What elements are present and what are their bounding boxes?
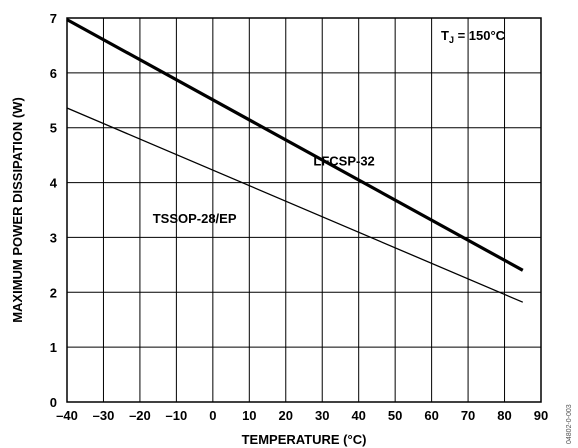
x-tick-label: 80 — [497, 408, 511, 423]
x-tick-label: 50 — [388, 408, 402, 423]
x-tick-label: –20 — [129, 408, 151, 423]
x-tick-label: 60 — [424, 408, 438, 423]
x-axis-label: TEMPERATURE (°C) — [242, 432, 367, 447]
y-tick-label: 4 — [50, 176, 58, 191]
x-tick-label: 0 — [209, 408, 216, 423]
x-tick-label: 90 — [534, 408, 548, 423]
series-line — [66, 107, 524, 303]
x-tick-label: 40 — [351, 408, 365, 423]
x-tick-label: 70 — [461, 408, 475, 423]
y-tick-labels: 0 1 2 3 4 5 6 7 — [50, 11, 58, 410]
x-tick-labels: –40 –30 –20 –10 0 10 20 30 40 50 60 70 80 90 — [56, 408, 548, 423]
x-tick-label: 30 — [315, 408, 329, 423]
x-tick-label: –30 — [93, 408, 115, 423]
y-axis-label: MAXIMUM POWER DISSIPATION (W) — [10, 97, 25, 323]
grid-lines — [67, 18, 541, 402]
x-tick-label: 10 — [242, 408, 256, 423]
junction-temp-annotation: TJ = 150°C — [441, 28, 506, 45]
y-tick-label: 0 — [50, 395, 57, 410]
x-tick-label: 20 — [279, 408, 293, 423]
plot-frame — [66, 17, 542, 403]
annotation-main: T — [441, 28, 449, 43]
annotation-rest: = 150°C — [454, 28, 506, 43]
y-tick-label: 5 — [50, 121, 57, 136]
series-lines: LFCSP-32 TSSOP-28/EP — [66, 18, 524, 303]
y-tick-label: 6 — [50, 66, 57, 81]
y-tick-label: 3 — [50, 230, 57, 245]
y-tick-label: 2 — [50, 285, 57, 300]
annotation-subscript: J — [449, 35, 454, 45]
x-tick-label: –10 — [166, 408, 188, 423]
series-label: TSSOP-28/EP — [153, 211, 237, 226]
y-tick-label: 1 — [50, 340, 57, 355]
figure-code: 04802-0-003 — [566, 404, 573, 444]
series-label: LFCSP-32 — [313, 154, 374, 169]
x-tick-label: –40 — [56, 408, 78, 423]
series-line — [66, 18, 524, 272]
y-tick-label: 7 — [50, 11, 57, 26]
